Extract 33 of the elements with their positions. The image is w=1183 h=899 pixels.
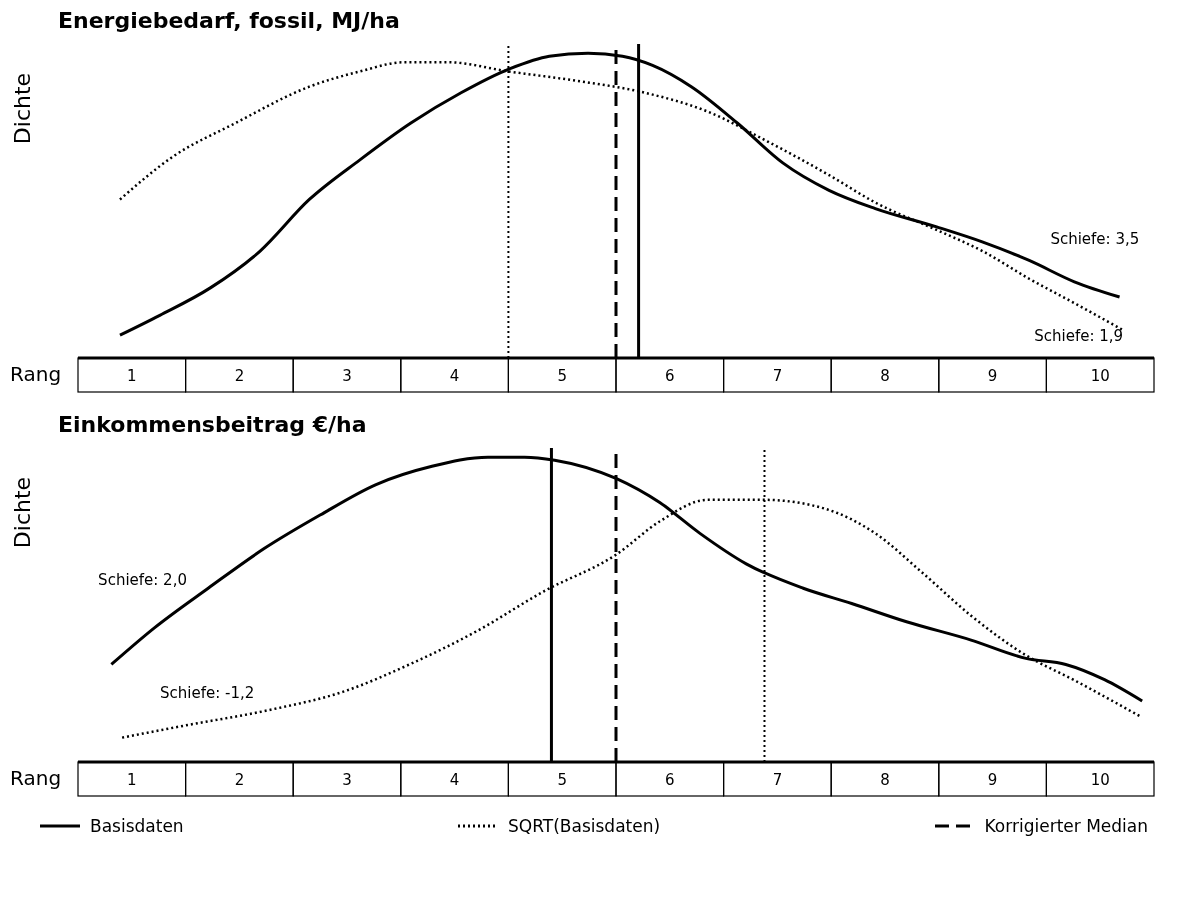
x-tick-label: 4 [449,367,460,385]
x-tick-label: 5 [557,367,567,385]
x-tick-label: 6 [665,771,675,789]
x-tick-label: 7 [772,771,783,789]
y-axis-title: Dichte [10,72,36,144]
x-tick-label: 5 [557,771,567,789]
x-tick-label: 9 [987,367,998,385]
x-tick-label: 2 [234,771,245,789]
x-tick-label: 4 [449,771,460,789]
annotation: Schiefe: -1,2 [159,683,255,702]
x-tick-label: 1 [127,367,137,385]
x-tick-label: 3 [342,367,352,385]
legend-label: SQRT(Basisdaten) [507,816,661,836]
annotation: Schiefe: 1,9 [1034,327,1124,346]
x-tick-label: 8 [880,771,890,789]
x-tick-label: 10 [1090,771,1110,789]
x-tick-label: 10 [1090,367,1110,385]
x-tick-label: 6 [665,367,675,385]
x-tick-label: 1 [127,771,137,789]
x-tick-label: 9 [987,771,998,789]
x-axis-title: Rang [10,766,62,790]
x-axis-title: Rang [10,362,62,386]
y-axis-title: Dichte [10,476,36,548]
x-tick-label: 8 [880,367,890,385]
chart-title: Einkommensbeitrag €/ha [58,412,368,439]
legend-label: Korrigierter Median [983,816,1148,836]
x-tick-label: 3 [342,771,352,789]
x-tick-label: 2 [234,367,245,385]
chart-title: Energiebedarf, fossil, MJ/ha [58,8,401,35]
legend-label: Basisdaten [89,816,184,836]
annotation: Schiefe: 3,5 [1050,229,1140,248]
annotation: Schiefe: 2,0 [98,570,187,589]
x-tick-label: 7 [772,367,783,385]
